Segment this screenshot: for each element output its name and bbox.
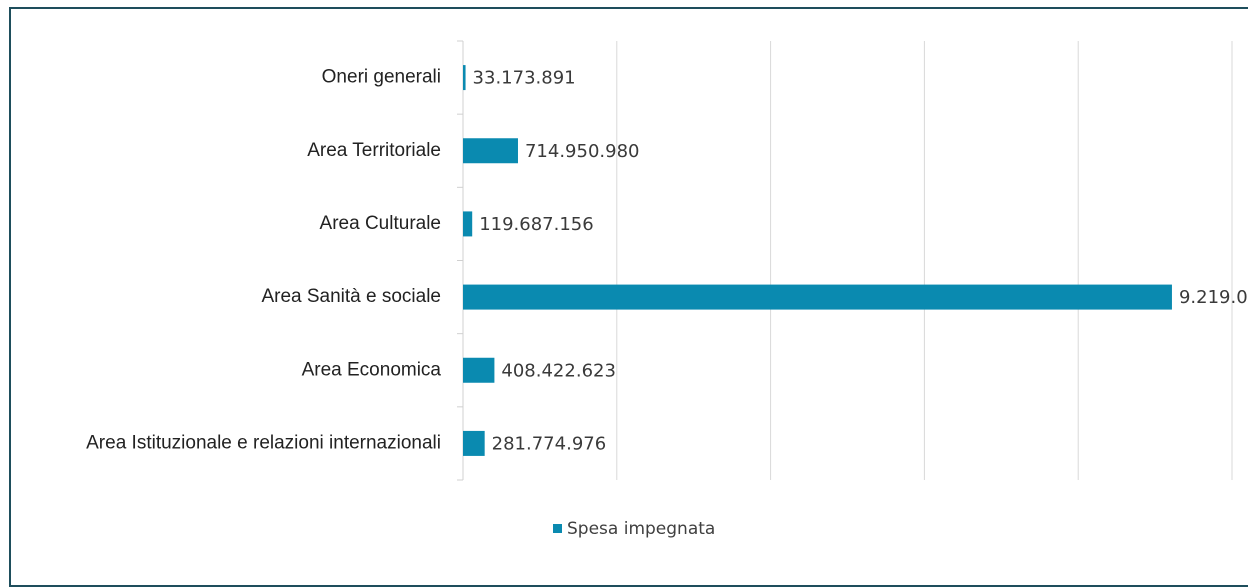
bar-chart: Oneri generali 33.173.891 Area Territorial… <box>86 40 1248 539</box>
data-label: 408.422.623 <box>501 360 616 381</box>
category-label: Area Istituzionale e relazioni internazi… <box>86 432 441 453</box>
data-label: 714.950.980 <box>525 141 640 162</box>
legend-label: Spesa impegnata <box>567 519 715 539</box>
bar[interactable] <box>463 357 495 383</box>
category-label: Area Territoriale <box>307 140 441 161</box>
category-label: Oneri generali <box>322 67 441 88</box>
bar[interactable] <box>463 138 518 164</box>
data-label: 9.219.062.730 <box>1179 287 1248 308</box>
bar[interactable] <box>463 430 485 456</box>
legend-swatch <box>553 524 562 533</box>
bar[interactable] <box>463 211 473 237</box>
category-label: Area Economica <box>302 359 442 380</box>
bar[interactable] <box>463 65 466 91</box>
category-label: Area Sanità e sociale <box>261 286 441 307</box>
bar[interactable] <box>463 284 1172 310</box>
data-label: 281.774.976 <box>492 433 607 454</box>
category-label: Area Culturale <box>320 213 441 234</box>
data-label: 119.687.156 <box>479 214 594 235</box>
data-label: 33.173.891 <box>473 68 576 89</box>
